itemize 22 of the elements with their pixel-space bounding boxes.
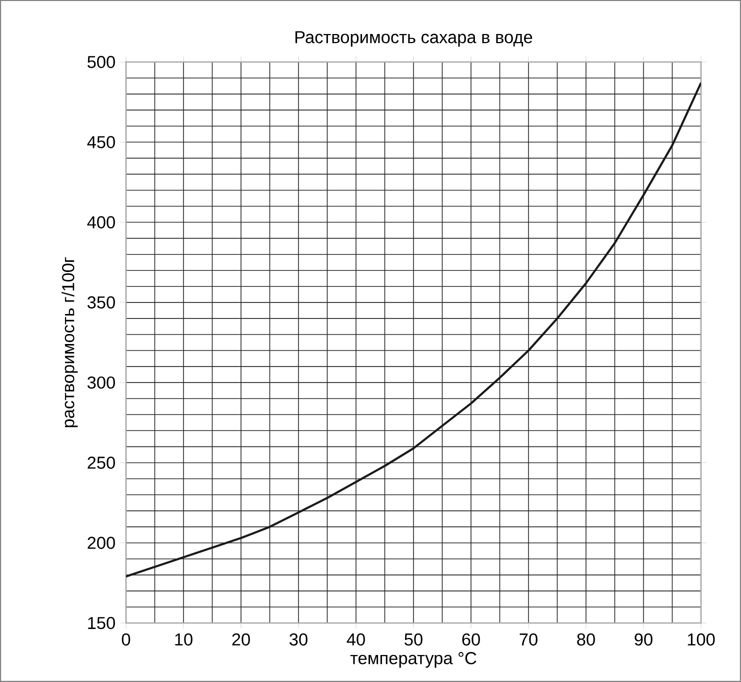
y-tick-label: 500 [88,56,115,68]
x-tick-label: 90 [634,633,652,646]
x-tick-label: 0 [122,633,130,646]
y-tick-label: 200 [88,536,115,549]
chart-title: Растворимость сахара в воде [295,31,532,47]
y-axis-title: растворимость г/100г [62,257,78,428]
y-tick-label: 350 [87,296,115,309]
y-tick-label: 150 [88,616,115,630]
x-tick-label: 50 [404,633,422,646]
y-tick-label: 300 [87,376,115,389]
x-tick-label: 80 [577,633,595,646]
y-tick-label: 450 [87,136,115,148]
x-tick-label: 100 [688,633,715,646]
x-tick-label: 30 [290,633,308,646]
x-tick-label: 20 [232,633,250,646]
x-tick-label: 70 [520,633,538,646]
x-tick-label: 40 [346,633,365,646]
x-axis-title: температура °C [350,652,476,668]
y-tick-label: 400 [87,216,115,228]
x-tick-label: 10 [175,633,192,646]
x-tick-label: 60 [462,633,480,646]
y-tick-label: 250 [88,456,115,469]
